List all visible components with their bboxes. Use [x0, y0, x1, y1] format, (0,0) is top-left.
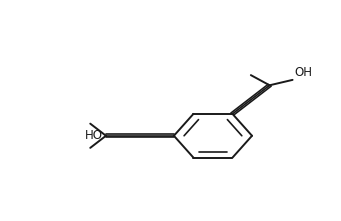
- Text: HO: HO: [85, 129, 103, 142]
- Text: OH: OH: [294, 66, 312, 79]
